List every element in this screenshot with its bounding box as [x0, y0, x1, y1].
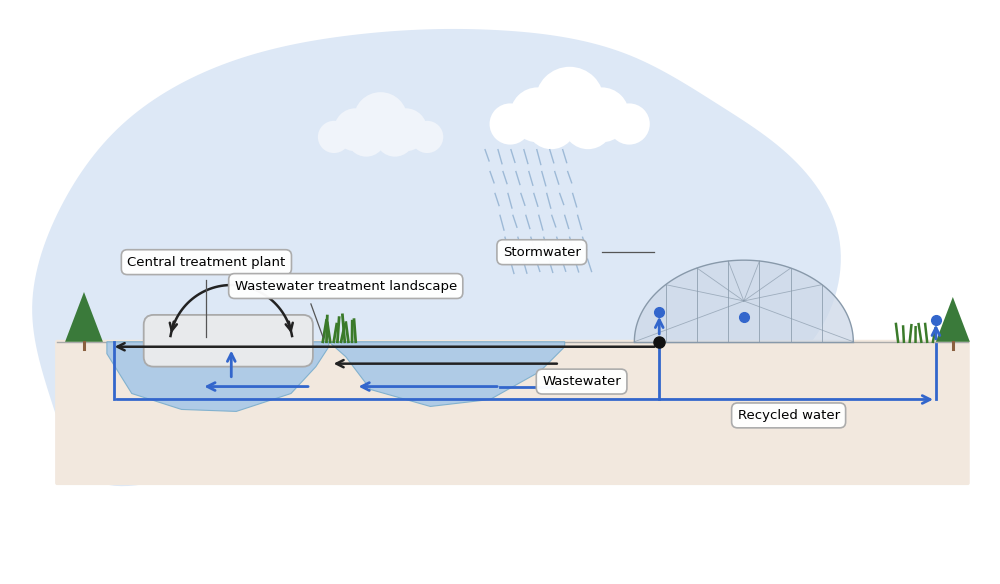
Circle shape	[347, 117, 386, 157]
Circle shape	[609, 103, 650, 145]
Circle shape	[574, 88, 629, 142]
Circle shape	[563, 99, 613, 149]
Circle shape	[490, 103, 531, 145]
Circle shape	[510, 88, 565, 142]
Text: Central treatment plant: Central treatment plant	[127, 256, 286, 269]
Circle shape	[334, 108, 377, 151]
Circle shape	[411, 121, 443, 153]
Text: Recycled water: Recycled water	[738, 409, 840, 422]
FancyBboxPatch shape	[144, 315, 313, 367]
Polygon shape	[32, 29, 841, 486]
Polygon shape	[634, 260, 853, 342]
FancyBboxPatch shape	[55, 340, 970, 485]
Circle shape	[535, 67, 604, 135]
Text: Wastewater: Wastewater	[542, 375, 621, 388]
Polygon shape	[65, 292, 103, 342]
Circle shape	[375, 117, 415, 157]
Polygon shape	[936, 297, 970, 342]
Polygon shape	[107, 342, 565, 412]
Text: Wastewater treatment landscape: Wastewater treatment landscape	[235, 280, 457, 293]
Circle shape	[384, 108, 427, 151]
Circle shape	[318, 121, 350, 153]
Circle shape	[526, 99, 577, 149]
Circle shape	[354, 92, 407, 146]
Text: Stormwater: Stormwater	[503, 246, 581, 259]
